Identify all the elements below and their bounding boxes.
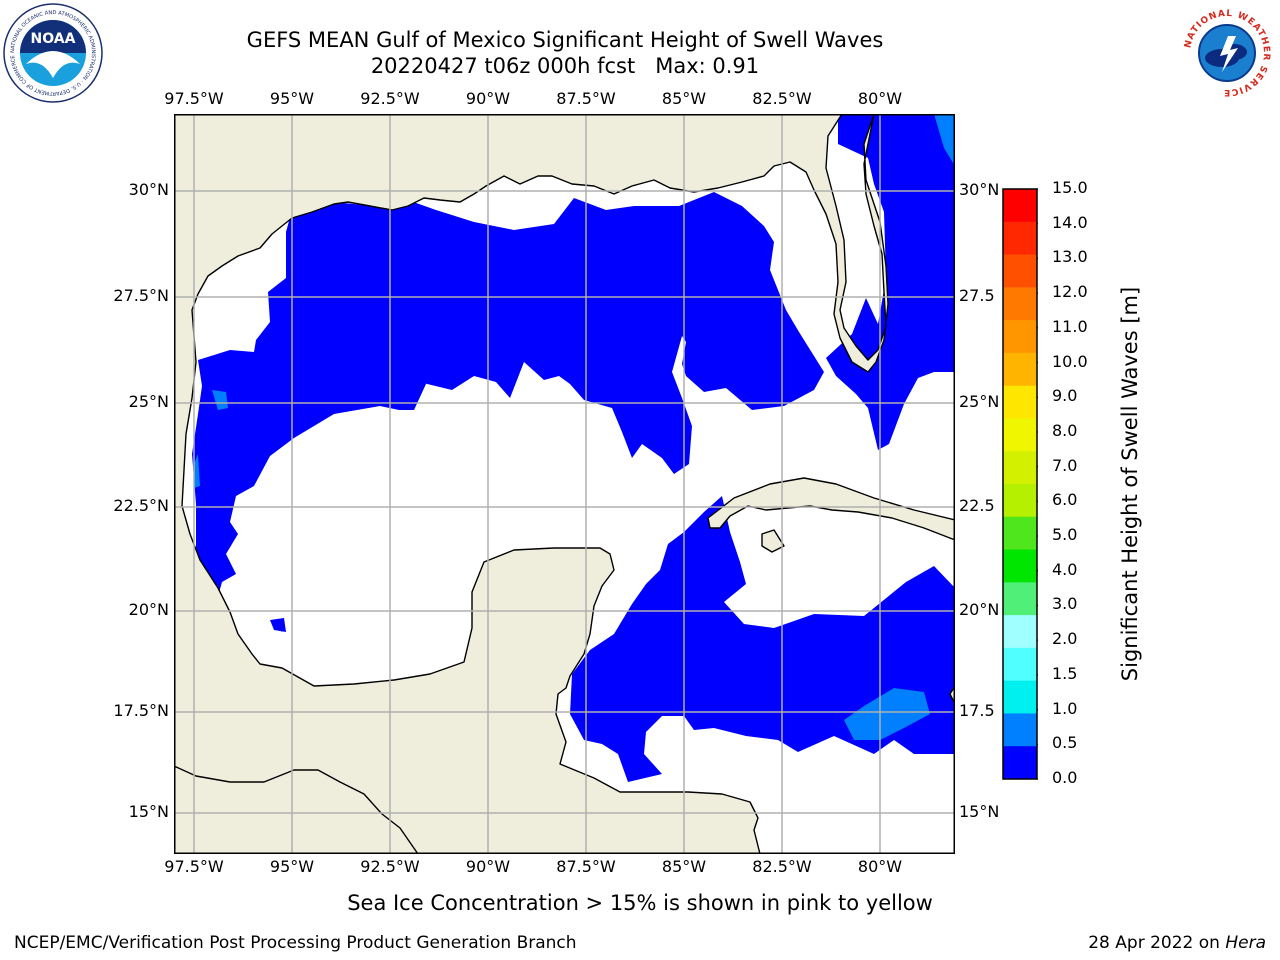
colorbar-swatch xyxy=(1003,680,1037,714)
chart-title: GEFS MEAN Gulf of Mexico Significant Hei… xyxy=(246,28,884,52)
gulf-of-mexico-map xyxy=(174,114,955,854)
lat-label-left: 15°N xyxy=(128,802,169,821)
lat-label-right: 20°N xyxy=(959,600,1000,619)
lon-label-bottom: 85°W xyxy=(661,857,707,876)
colorbar-tick-label: 3.0 xyxy=(1052,594,1078,614)
colorbar-tick-label: 5.0 xyxy=(1052,525,1078,545)
lat-label-left: 20°N xyxy=(128,600,169,619)
lon-label-top: 87.5°W xyxy=(556,89,616,108)
colorbar-tick-label: 10.0 xyxy=(1052,351,1088,371)
colorbar-label: Significant Height of Swell Waves [m] xyxy=(1118,286,1142,682)
colorbar-tick-label: 12.0 xyxy=(1052,282,1088,302)
colorbar-swatch xyxy=(1003,582,1037,616)
colorbar-swatch xyxy=(1003,615,1037,649)
colorbar-tick-label: 11.0 xyxy=(1052,316,1088,336)
colorbar-swatch xyxy=(1003,516,1037,551)
colorbar-swatch xyxy=(1003,484,1037,518)
sea-ice-note: Sea Ice Concentration > 15% is shown in … xyxy=(347,891,933,915)
land xyxy=(174,114,955,854)
lon-label-bottom: 87.5°W xyxy=(556,857,616,876)
lon-label-top: 90°W xyxy=(465,89,511,108)
lat-label-right: 27.5 xyxy=(959,286,995,305)
graticule xyxy=(174,114,955,854)
lat-label-left: 25°N xyxy=(128,392,169,411)
footer-host: Hera xyxy=(1225,933,1266,953)
lat-label-left: 17.5°N xyxy=(113,701,169,720)
colorbar-swatch xyxy=(1003,549,1037,583)
colorbar-tick-label: 0.5 xyxy=(1052,733,1078,753)
colorbar-swatch xyxy=(1003,418,1037,452)
footer-date: 28 Apr 2022 on Hera xyxy=(1088,933,1266,953)
lat-label-left: 27.5°N xyxy=(113,286,169,305)
colorbar-swatch xyxy=(1003,746,1037,780)
lon-label-bottom: 97.5°W xyxy=(164,857,224,876)
lon-label-top: 80°W xyxy=(857,89,903,108)
lat-label-right: 30°N xyxy=(959,180,1000,199)
colorbar-swatch xyxy=(1003,352,1037,387)
colorbar-swatch xyxy=(1003,320,1037,354)
lon-label-bottom: 92.5°W xyxy=(360,857,420,876)
lon-label-top: 95°W xyxy=(269,89,315,108)
colorbar-swatch xyxy=(1003,451,1037,485)
lightning-icon xyxy=(1220,36,1238,72)
colorbar-swatch xyxy=(1003,189,1037,223)
colorbar-tick-label: 15.0 xyxy=(1052,178,1088,197)
lon-label-top: 85°W xyxy=(661,89,707,108)
noaa-logo: NATIONAL OCEANIC AND ATMOSPHERIC ADMINIS… xyxy=(3,3,103,103)
colorbar-swatch xyxy=(1003,385,1037,419)
lat-label-right: 25°N xyxy=(959,392,1000,411)
colorbar-tick-label: 1.5 xyxy=(1052,663,1078,683)
lon-label-top: 82.5°W xyxy=(752,89,812,108)
colorbar-tick-label: 0.0 xyxy=(1052,768,1078,787)
colorbar-swatch xyxy=(1003,713,1037,747)
chart-subtitle: 20220427 t06z 000h fcst Max: 0.91 xyxy=(370,54,760,78)
colorbar-tick-label: 14.0 xyxy=(1052,212,1088,232)
lon-label-bottom: 82.5°W xyxy=(752,857,812,876)
footer-credit: NCEP/EMC/Verification Post Processing Pr… xyxy=(14,933,577,953)
colorbar-swatch xyxy=(1003,647,1037,682)
national-weather-service-logo: NATIONAL WEATHER SERVICE xyxy=(1178,4,1276,102)
colorbar-tick-label: 6.0 xyxy=(1052,490,1078,510)
colorbar xyxy=(1002,188,1038,780)
lat-label-right: 15°N xyxy=(959,802,1000,821)
colorbar-tick-label: 7.0 xyxy=(1052,455,1078,475)
colorbar-tick-label: 4.0 xyxy=(1052,559,1078,579)
footer-date-text: 28 Apr 2022 on xyxy=(1088,933,1226,953)
lon-label-bottom: 80°W xyxy=(857,857,903,876)
lon-label-top: 92.5°W xyxy=(360,89,420,108)
colorbar-tick-label: 8.0 xyxy=(1052,420,1078,440)
colorbar-tick-label: 1.0 xyxy=(1052,698,1078,718)
colorbar-swatch xyxy=(1003,221,1037,256)
colorbar-tick-label: 2.0 xyxy=(1052,629,1078,649)
colorbar-tick-label: 13.0 xyxy=(1052,247,1088,267)
lat-label-left: 22.5°N xyxy=(113,496,169,515)
seagull-icon xyxy=(26,51,80,78)
lon-label-top: 97.5°W xyxy=(164,89,224,108)
noaa-logo-text: NOAA xyxy=(31,31,76,47)
lat-label-right: 22.5 xyxy=(959,496,995,515)
colorbar-tick-label: 9.0 xyxy=(1052,386,1078,406)
lon-label-bottom: 95°W xyxy=(269,857,315,876)
lat-label-right: 17.5 xyxy=(959,701,995,720)
colorbar-swatch xyxy=(1003,254,1037,288)
colorbar-swatch xyxy=(1003,287,1037,321)
map-frame xyxy=(174,114,955,854)
lat-label-left: 30°N xyxy=(128,180,169,199)
lon-label-bottom: 90°W xyxy=(465,857,511,876)
